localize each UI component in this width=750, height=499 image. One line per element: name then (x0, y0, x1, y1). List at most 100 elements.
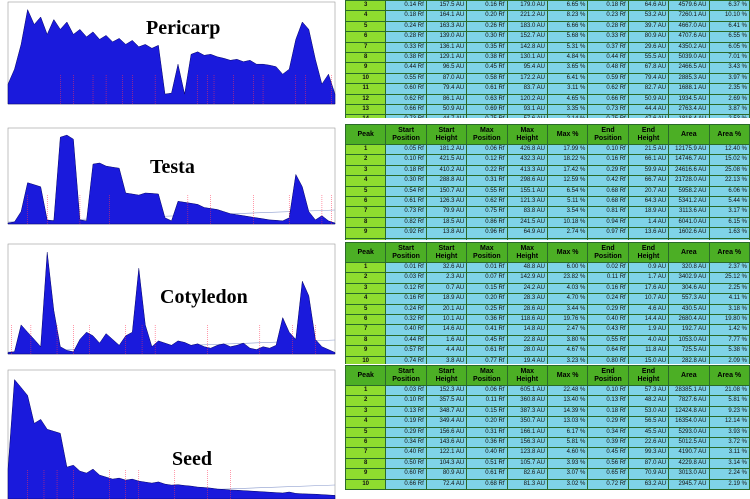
table-cell: 57.3 AU (627, 384, 670, 397)
table-cell: 12.40 % (708, 143, 750, 156)
table-cell: 298.6 AU (506, 175, 548, 187)
column-header: End Height (627, 124, 670, 145)
table-cell: 0.36 Rf (466, 437, 508, 449)
table-cell: 28.0 AU (506, 345, 548, 357)
table-cell: 0.40 Rf (466, 447, 508, 459)
table-cell: 129.1 AU (425, 52, 468, 64)
table-cell: 0.60 Rf (385, 83, 427, 95)
table-row: 3 0.13 Rf 348.7 AU 0.15 Rf 387.3 AU 14.39 % 0.… (345, 405, 750, 418)
table-cell: 44.7 AU (425, 114, 468, 118)
table-cell: 5.38 % (708, 345, 750, 357)
table-cell: 387.3 AU (506, 405, 548, 418)
table-cell: 5.31 % (546, 41, 589, 54)
table-cell: 166.1 AU (506, 426, 548, 439)
table-cell: 66.1 AU (627, 154, 670, 166)
peak-table-pericarp: 3 0.14 Rf 157.5 AU 0.16 Rf 179.0 AU 6.65 % 0.1… (345, 0, 750, 118)
table-row: 1 0.01 Rf 32.6 AU 0.01 Rf 48.8 AU 6.00 % 0.02 … (345, 261, 750, 274)
peak-number-cell: 6 (345, 437, 387, 449)
column-header: Start Position (385, 242, 427, 263)
table-cell: 0.18 Rf (385, 10, 427, 22)
table-cell: 93.1 AU (506, 104, 548, 116)
table-cell: 13.40 % (546, 395, 589, 407)
table-cell: 87.0 AU (627, 457, 670, 470)
table-cell: 28.6 AU (506, 303, 548, 316)
table-cell: 2.69 % (708, 93, 750, 106)
table-cell: 0.54 Rf (385, 185, 427, 198)
peak-table-seed: Peak Start Position Start Height Max Positi… (345, 365, 750, 499)
table-cell: 142.8 AU (506, 41, 548, 54)
table-cell: 24616.6 AU (668, 164, 710, 177)
table-cell: 0.68 Rf (466, 478, 508, 491)
table-cell: 75.1 AU (425, 237, 468, 240)
table-cell: 0.62 Rf (587, 83, 629, 95)
column-header: End Position (587, 124, 629, 145)
table-cell: 95.4 AU (506, 62, 548, 74)
table-cell: 5039.0 AU (668, 52, 710, 64)
table-cell: 3.44 % (546, 303, 589, 316)
table-cell: 0.97 Rf (587, 227, 629, 239)
table-cell: 3.8 AU (425, 355, 468, 364)
table-cell: 79.4 AU (627, 72, 670, 85)
peak-table: Peak Start Position Start Height Max Positi… (345, 365, 750, 491)
table-cell: 2.19 % (708, 478, 750, 491)
table-cell: 1.4 AU (627, 216, 670, 229)
peak-number-cell: 9 (345, 345, 387, 357)
table-cell: 6.55 % (708, 31, 750, 43)
table-cell: 0.80 Rf (587, 355, 629, 364)
table-row: 6 0.32 Rf 10.1 AU 0.36 Rf 118.6 AU 19.76 % 0.4… (345, 314, 750, 326)
table-cell: 0.02 Rf (587, 261, 629, 274)
table-cell: 6.15 % (708, 216, 750, 229)
table-cell: 123.8 AU (506, 447, 548, 459)
peak-number-cell: 7 (345, 324, 387, 336)
table-header-row: Peak Start Position Start Height Max Positi… (345, 124, 750, 145)
column-header: Max % (546, 242, 589, 263)
table-cell: 183.0 AU (506, 20, 548, 33)
table-cell: 3.87 % (708, 104, 750, 116)
table-cell: 0.66 Rf (385, 104, 427, 116)
table-cell: 0.06 Rf (466, 384, 508, 397)
table-cell: 104.3 AU (425, 457, 468, 470)
densitogram-cotyledon (7, 243, 336, 355)
table-cell: 1.42 % (708, 324, 750, 336)
table-cell: 80.9 AU (425, 468, 468, 480)
table-row: 4 0.19 Rf 349.4 AU 0.20 Rf 350.7 AU 13.03 % 0.… (345, 416, 750, 428)
table-cell: 0.23 Rf (587, 10, 629, 22)
table-cell: 19.4 AU (506, 355, 548, 364)
table-cell: 426.8 AU (506, 143, 548, 156)
table-cell: 156.3 AU (506, 437, 548, 449)
table-row: 9 0.44 Rf 96.5 AU 0.45 Rf 95.4 AU 3.65 % 0.48 … (345, 62, 750, 74)
table-cell: 5012.5 AU (668, 437, 710, 449)
table-cell: 0.57 Rf (385, 345, 427, 357)
table-cell: 17.42 % (546, 164, 589, 177)
peak-number-cell: 5 (345, 185, 387, 198)
table-cell: 3.72 % (708, 437, 750, 449)
table-cell: 0.07 Rf (466, 272, 508, 284)
table-cell: 5.68 % (546, 31, 589, 43)
densitogram-area (7, 252, 336, 355)
table-cell: 4579.6 AU (668, 0, 710, 12)
table-cell: 410.2 AU (425, 164, 468, 177)
table-row: 2 0.03 Rf 2.3 AU 0.07 Rf 142.9 AU 23.82 % 0.11… (345, 272, 750, 284)
table-cell: 10.1 AU (425, 314, 468, 326)
table-row: 3 0.14 Rf 157.5 AU 0.16 Rf 179.0 AU 6.65 % 0.1… (345, 0, 750, 12)
table-cell: 22.6 AU (627, 437, 670, 449)
table-cell: 23.82 % (546, 272, 589, 284)
table-cell: 0.55 Rf (587, 334, 629, 347)
table-row: 10 0.74 Rf 3.8 AU 0.77 Rf 19.4 AU 3.23 % 0.80 … (345, 355, 750, 364)
column-header: Start Height (425, 365, 468, 386)
table-cell: 0.32 Rf (385, 314, 427, 326)
peak-number-cell: 9 (345, 227, 387, 239)
table-cell: 20.7 AU (627, 185, 670, 198)
table-row: 9 0.57 Rf 4.4 AU 0.61 Rf 28.0 AU 4.67 % 0.64 R… (345, 345, 750, 357)
column-header: End Position (587, 365, 629, 386)
table-cell: 3.07 % (546, 468, 589, 480)
table-cell: 350.7 AU (506, 416, 548, 428)
table-cell: 13.8 AU (425, 227, 468, 239)
table-cell: 0.10 Rf (587, 384, 629, 397)
table-cell: 7260.1 AU (668, 10, 710, 22)
table-cell: 1934.5 AU (668, 93, 710, 106)
column-header: Peak (345, 365, 387, 386)
table-cell: 0.72 Rf (587, 478, 629, 491)
table-cell: 0.44 Rf (587, 52, 629, 64)
table-row: 4 0.18 Rf 164.1 AU 0.20 Rf 221.2 AU 8.23 % 0.2… (345, 10, 750, 22)
